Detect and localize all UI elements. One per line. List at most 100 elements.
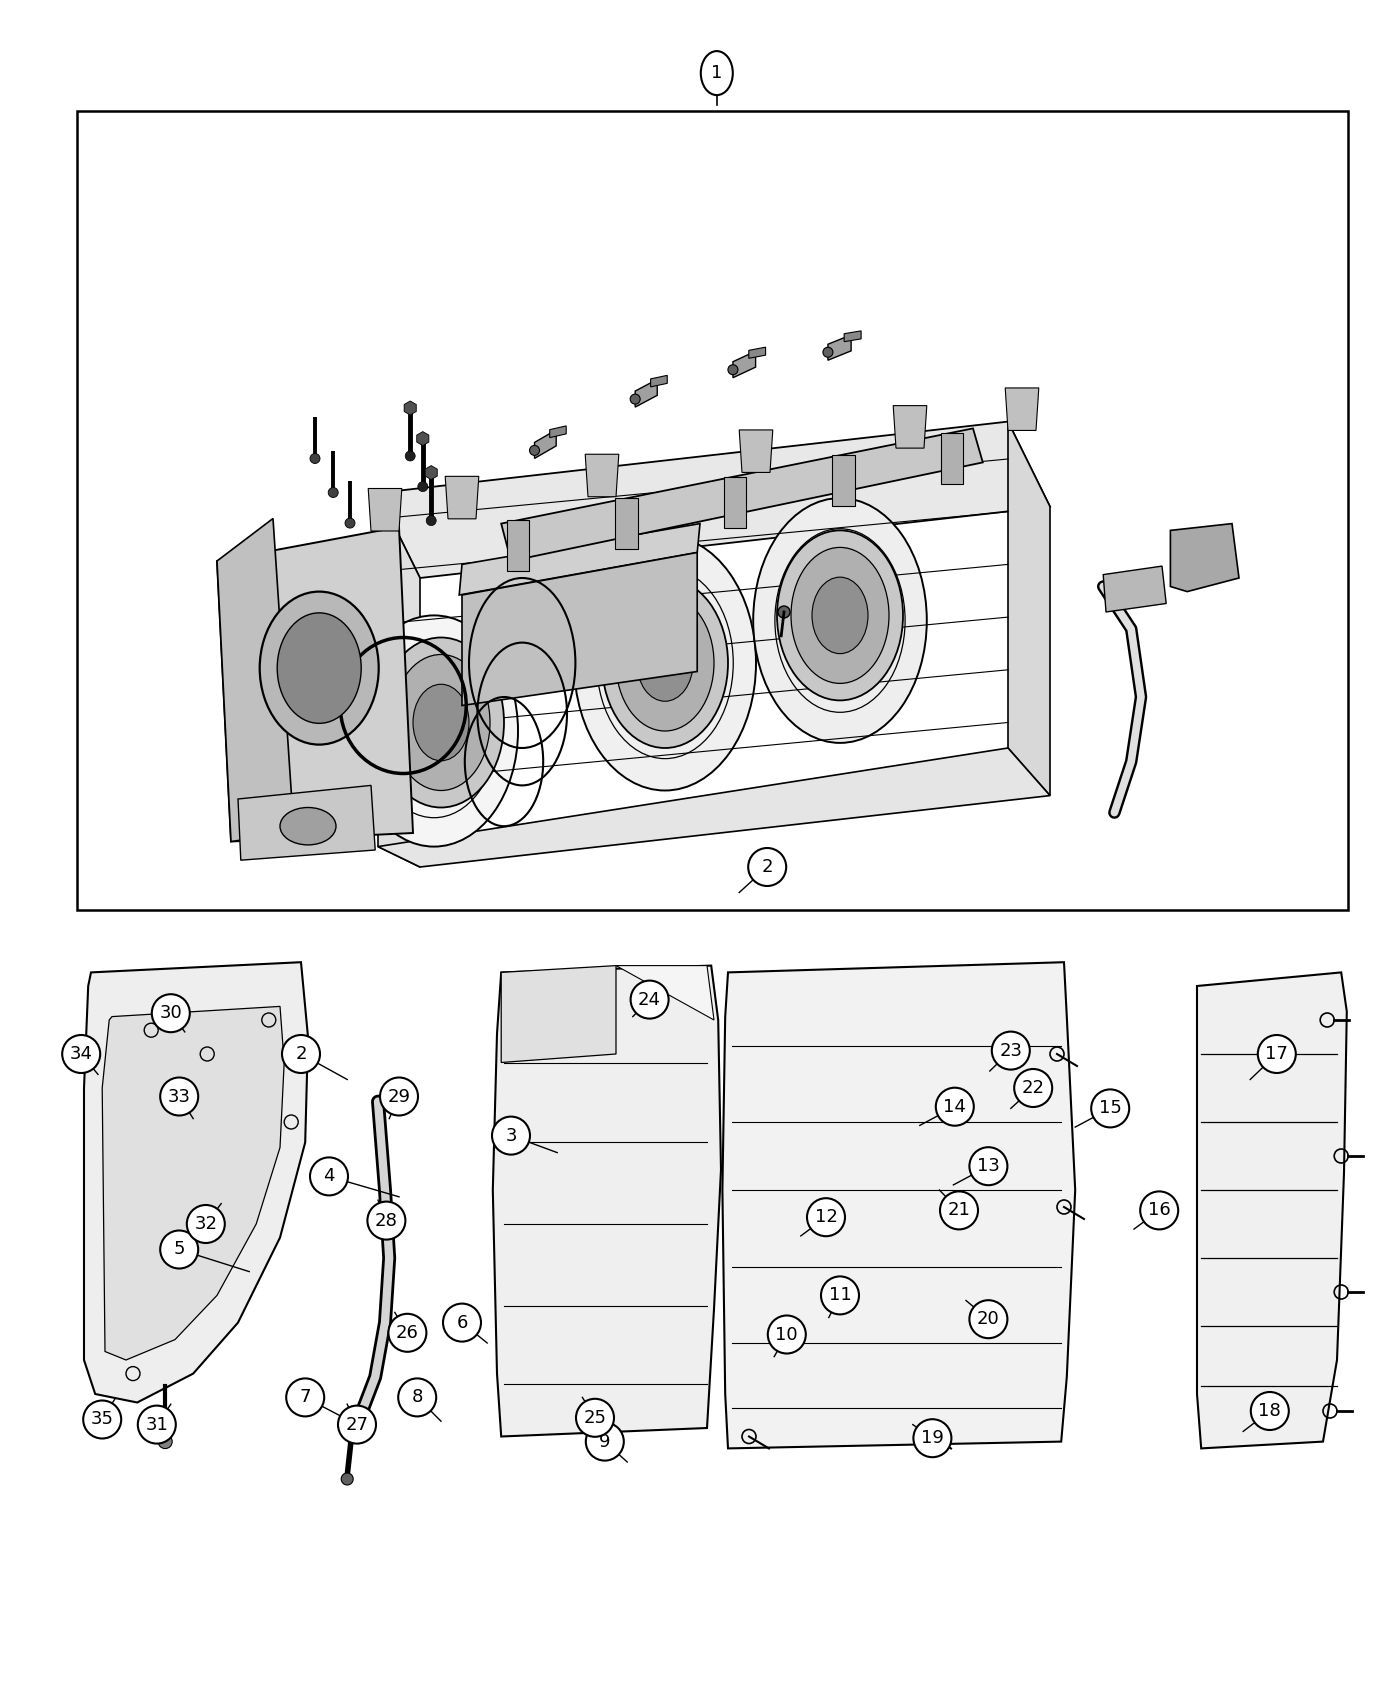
Ellipse shape bbox=[392, 654, 490, 790]
Circle shape bbox=[969, 1300, 1008, 1338]
Text: 30: 30 bbox=[160, 1005, 182, 1022]
Circle shape bbox=[388, 1314, 427, 1352]
Polygon shape bbox=[501, 428, 983, 561]
Text: 20: 20 bbox=[977, 1311, 1000, 1328]
Text: 1: 1 bbox=[711, 65, 722, 82]
Ellipse shape bbox=[812, 578, 868, 654]
Polygon shape bbox=[1103, 566, 1166, 612]
Circle shape bbox=[1014, 1069, 1053, 1107]
Ellipse shape bbox=[350, 615, 518, 847]
Text: 18: 18 bbox=[1259, 1402, 1281, 1420]
Circle shape bbox=[160, 1231, 199, 1268]
Ellipse shape bbox=[574, 536, 756, 790]
Polygon shape bbox=[378, 493, 420, 867]
Ellipse shape bbox=[529, 445, 539, 456]
Polygon shape bbox=[507, 520, 529, 571]
Polygon shape bbox=[535, 430, 556, 459]
Circle shape bbox=[137, 1406, 176, 1443]
Circle shape bbox=[158, 1435, 172, 1448]
Circle shape bbox=[342, 1472, 353, 1486]
Circle shape bbox=[186, 1205, 225, 1243]
Text: 5: 5 bbox=[174, 1241, 185, 1258]
Circle shape bbox=[417, 481, 428, 491]
Text: 16: 16 bbox=[1148, 1202, 1170, 1219]
Polygon shape bbox=[832, 456, 854, 507]
Text: 2: 2 bbox=[762, 858, 773, 876]
Text: 35: 35 bbox=[91, 1411, 113, 1428]
Ellipse shape bbox=[791, 547, 889, 683]
Circle shape bbox=[309, 1158, 349, 1195]
Ellipse shape bbox=[413, 685, 469, 762]
Text: 10: 10 bbox=[776, 1326, 798, 1343]
Polygon shape bbox=[102, 1006, 284, 1360]
Text: 23: 23 bbox=[1000, 1042, 1022, 1059]
Circle shape bbox=[778, 605, 790, 619]
Circle shape bbox=[286, 1379, 325, 1416]
Polygon shape bbox=[722, 962, 1075, 1448]
Ellipse shape bbox=[280, 808, 336, 845]
Text: 26: 26 bbox=[396, 1324, 419, 1341]
Polygon shape bbox=[616, 966, 714, 1020]
Text: 4: 4 bbox=[323, 1168, 335, 1185]
Polygon shape bbox=[378, 748, 1050, 867]
Ellipse shape bbox=[701, 51, 732, 95]
Circle shape bbox=[83, 1401, 122, 1438]
Polygon shape bbox=[217, 518, 294, 842]
Polygon shape bbox=[368, 488, 402, 530]
Circle shape bbox=[806, 1198, 846, 1236]
Circle shape bbox=[151, 994, 190, 1032]
Ellipse shape bbox=[616, 595, 714, 731]
Circle shape bbox=[160, 1078, 199, 1115]
Circle shape bbox=[1140, 1192, 1179, 1229]
Text: 2: 2 bbox=[295, 1046, 307, 1062]
Circle shape bbox=[94, 1420, 111, 1436]
Ellipse shape bbox=[260, 592, 378, 745]
Text: 33: 33 bbox=[168, 1088, 190, 1105]
Circle shape bbox=[337, 1406, 377, 1443]
Text: 32: 32 bbox=[195, 1216, 217, 1232]
Text: 34: 34 bbox=[70, 1046, 92, 1062]
Text: 28: 28 bbox=[375, 1212, 398, 1229]
Text: 22: 22 bbox=[1022, 1080, 1044, 1096]
Polygon shape bbox=[651, 376, 668, 388]
Text: 9: 9 bbox=[599, 1433, 610, 1450]
Text: 14: 14 bbox=[944, 1098, 966, 1115]
Polygon shape bbox=[462, 552, 697, 706]
Text: 29: 29 bbox=[388, 1088, 410, 1105]
Circle shape bbox=[281, 1035, 321, 1073]
Polygon shape bbox=[550, 427, 566, 437]
Circle shape bbox=[309, 454, 321, 464]
Polygon shape bbox=[217, 527, 413, 842]
Text: 15: 15 bbox=[1099, 1100, 1121, 1117]
Polygon shape bbox=[1005, 388, 1039, 430]
Text: 25: 25 bbox=[584, 1409, 606, 1426]
Polygon shape bbox=[84, 962, 308, 1402]
Polygon shape bbox=[445, 476, 479, 518]
Ellipse shape bbox=[277, 614, 361, 724]
Circle shape bbox=[913, 1420, 952, 1457]
Polygon shape bbox=[1197, 972, 1347, 1448]
Circle shape bbox=[1091, 1090, 1130, 1127]
Ellipse shape bbox=[823, 347, 833, 357]
Text: 27: 27 bbox=[346, 1416, 368, 1433]
Text: 12: 12 bbox=[815, 1209, 837, 1226]
Circle shape bbox=[935, 1088, 974, 1125]
Circle shape bbox=[379, 1078, 419, 1115]
Circle shape bbox=[748, 848, 787, 886]
Polygon shape bbox=[1008, 422, 1050, 796]
Circle shape bbox=[405, 450, 416, 461]
Text: 24: 24 bbox=[638, 991, 661, 1008]
Polygon shape bbox=[739, 430, 773, 473]
Circle shape bbox=[426, 515, 437, 525]
Circle shape bbox=[991, 1032, 1030, 1069]
Polygon shape bbox=[724, 476, 746, 527]
Circle shape bbox=[62, 1035, 101, 1073]
Polygon shape bbox=[893, 406, 927, 449]
Ellipse shape bbox=[378, 638, 504, 808]
Circle shape bbox=[1257, 1035, 1296, 1073]
Ellipse shape bbox=[753, 498, 927, 743]
Bar bbox=[77, 110, 1348, 910]
Circle shape bbox=[585, 1423, 624, 1460]
Circle shape bbox=[442, 1304, 482, 1341]
Text: 17: 17 bbox=[1266, 1046, 1288, 1062]
